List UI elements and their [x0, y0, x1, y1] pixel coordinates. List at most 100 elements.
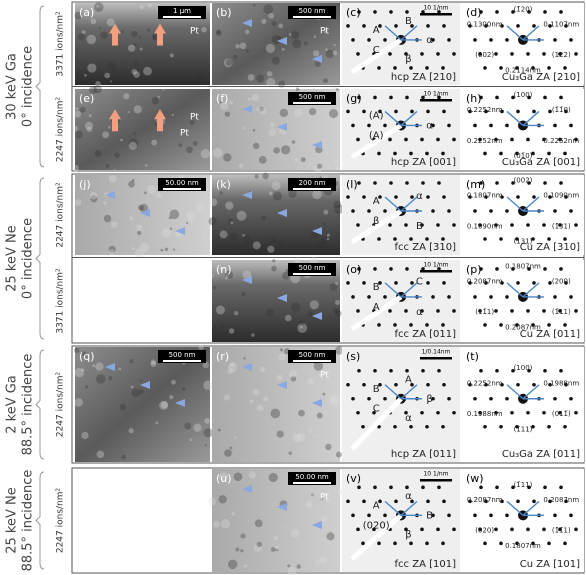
texture — [162, 72, 167, 77]
vector-arrows — [384, 110, 422, 127]
texture — [208, 497, 216, 506]
beam-stop — [350, 397, 403, 451]
arrow — [312, 141, 322, 149]
texture — [219, 191, 223, 195]
spot — [558, 52, 562, 56]
arrow — [277, 209, 287, 217]
texture — [74, 11, 83, 20]
spot — [547, 541, 551, 546]
spot — [511, 368, 515, 373]
texture — [333, 44, 336, 47]
spot — [478, 52, 482, 56]
scale-label: 1/0.14nm — [422, 349, 451, 356]
spot — [489, 295, 493, 299]
spot — [484, 109, 488, 114]
texture — [223, 394, 230, 401]
texture — [201, 26, 207, 33]
texture — [74, 368, 84, 378]
spot — [405, 368, 409, 373]
spot — [362, 499, 366, 504]
spot — [351, 38, 355, 42]
spot — [532, 195, 536, 199]
scale-bar-bg — [288, 6, 336, 19]
scale-label: 50.00 nm — [165, 179, 199, 187]
spot — [510, 309, 514, 313]
spot — [357, 10, 361, 14]
spot — [447, 396, 451, 401]
spot — [437, 368, 441, 373]
spot — [543, 95, 547, 100]
scale-label: 500 nm — [169, 351, 196, 359]
texture — [310, 494, 313, 498]
texture — [118, 367, 122, 371]
spot — [494, 137, 498, 142]
spot — [420, 223, 424, 227]
spot — [357, 181, 361, 185]
spot — [378, 109, 382, 114]
spot-label: B — [373, 384, 380, 395]
spot — [362, 382, 366, 387]
texture — [313, 35, 317, 39]
spot — [553, 396, 557, 401]
panel-letter: (e) — [79, 92, 94, 105]
panel-letter: (p) — [466, 263, 482, 276]
spot — [367, 396, 371, 401]
spot — [389, 267, 393, 271]
spot-label: C — [416, 277, 423, 288]
spot — [378, 499, 382, 504]
spot — [441, 66, 445, 70]
texture — [333, 200, 342, 209]
texture — [130, 385, 134, 389]
spot-label: (131) — [514, 238, 533, 246]
spot — [351, 209, 355, 213]
texture — [332, 50, 338, 56]
spot — [473, 38, 477, 42]
spot — [410, 281, 414, 285]
spot — [527, 267, 531, 271]
spot-label: 0.2087nm — [543, 496, 579, 504]
panel: (A) α (A) 10 1/nm hcp ZA [001] (g) — [342, 89, 460, 170]
spot — [574, 527, 578, 532]
texture — [269, 122, 275, 128]
vector-arrows — [384, 282, 422, 298]
spot — [527, 181, 531, 185]
spot — [564, 24, 568, 28]
spot — [563, 424, 567, 429]
texture — [96, 374, 106, 384]
spot — [483, 424, 487, 429]
texture — [186, 221, 189, 225]
spot — [394, 24, 398, 28]
texture — [225, 59, 233, 66]
spot — [436, 309, 440, 313]
beam-stop — [350, 123, 403, 160]
spot — [559, 267, 563, 271]
arrow — [175, 399, 185, 407]
scale-bar — [293, 273, 331, 275]
spot — [409, 151, 413, 156]
spot — [569, 209, 573, 213]
scale-label: 50.00 nm — [295, 473, 329, 481]
panel: 0.2252nm (100) 0.1988nm (011̄) (1̄11) 0.1988n… — [462, 347, 584, 462]
texture — [323, 29, 328, 34]
spot — [494, 223, 498, 227]
texture — [169, 395, 174, 400]
scale-bar — [293, 102, 331, 104]
texture — [133, 132, 136, 135]
arrow — [277, 503, 287, 511]
texture — [228, 362, 238, 372]
spot — [388, 309, 392, 313]
spot — [409, 541, 413, 546]
texture — [256, 404, 264, 412]
spot — [452, 309, 456, 313]
spot — [410, 195, 414, 199]
spot — [479, 95, 483, 100]
spot — [543, 267, 547, 271]
spot-label: 0.1988nm — [467, 410, 503, 418]
texture — [103, 201, 107, 205]
texture — [169, 209, 180, 220]
spot-label: β — [426, 394, 432, 405]
panel: 50.00 nm Pt (u) — [208, 469, 343, 575]
spot — [442, 499, 446, 504]
spot-label: (100) — [514, 364, 533, 372]
